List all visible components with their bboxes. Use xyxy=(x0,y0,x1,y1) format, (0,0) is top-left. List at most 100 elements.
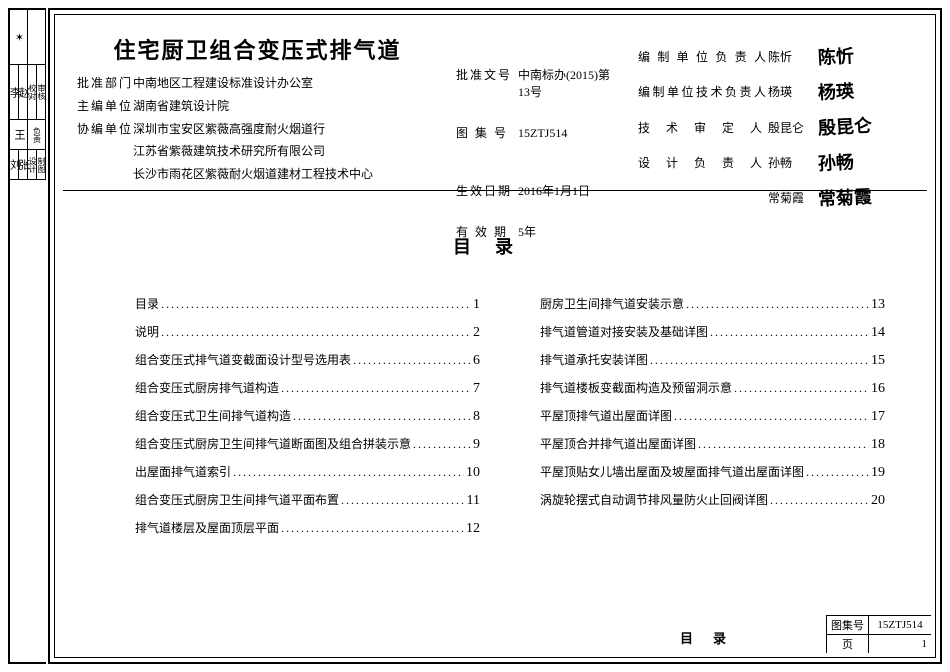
right-label: 技术审定人 xyxy=(638,120,768,137)
header-mid-row: 图 集 号15ZTJ514 xyxy=(456,125,620,142)
toc-page: 16 xyxy=(871,381,885,397)
toc-text: 组合变压式厨房卫生间排气道平面布置 xyxy=(135,491,339,508)
header-mid: 批准文号中南标办(2015)第13号图 集 号15ZTJ514生效日期2016年… xyxy=(448,23,628,190)
tab-sig: ✶ xyxy=(10,10,28,64)
toc-item: 平屋顶合并排气道出屋面详图18 xyxy=(540,435,885,453)
mid-value: 中南标办(2015)第13号 xyxy=(518,67,620,101)
toc-text: 组合变压式卫生间排气道构造 xyxy=(135,407,291,424)
toc-text: 厨房卫生间排气道安装示意 xyxy=(540,295,684,312)
toc-text: 排气道楼板变截面构造及预留洞示意 xyxy=(540,379,732,396)
toc-dots xyxy=(233,464,464,476)
toc-item: 厨房卫生间排气道安装示意 13 xyxy=(540,295,885,313)
header-mid-row: 生效日期2016年1月1日 xyxy=(456,183,620,200)
toc-dots xyxy=(353,352,471,364)
toc-item: 涡旋轮摆式自动调节排风量防火止回阀详图 20 xyxy=(540,491,885,509)
right-name: 杨瑛 xyxy=(768,84,818,101)
right-name: 孙畅 xyxy=(768,155,818,172)
mid-value: 15ZTJ514 xyxy=(518,125,620,142)
toc-dots xyxy=(161,324,471,336)
toc-text: 平屋顶贴女儿墙出屋面及坡屋面排气道出屋面详图 xyxy=(540,463,804,480)
toc-item: 组合变压式厨房排气道构造 7 xyxy=(135,379,480,397)
signature: 杨瑛 xyxy=(817,79,854,106)
header-right-row: 编制单位负责人陈忻陈忻 xyxy=(638,45,917,70)
footer-mulu: 目录 xyxy=(680,628,746,653)
mid-label: 图 集 号 xyxy=(456,125,518,142)
right-name: 殷昆仑 xyxy=(768,120,818,137)
signature: 殷昆仑 xyxy=(817,114,872,142)
toc-dots xyxy=(293,408,471,420)
right-name: 常菊霞 xyxy=(768,190,818,207)
tab-label: 制图 xyxy=(37,150,46,179)
toc-text: 组合变压式厨房排气道构造 xyxy=(135,379,279,396)
toc-page: 1 xyxy=(473,297,480,313)
right-label: 设计负责人 xyxy=(638,155,768,172)
toc-item: 说明2 xyxy=(135,323,480,341)
right-label: 编制单位技术负责人 xyxy=(638,84,768,101)
outer-frame: 住宅厨卫组合变压式排气道 批准部门中南地区工程建设标准设计办公室主编单位湖南省建… xyxy=(48,8,942,664)
info-label xyxy=(77,166,133,183)
header-left: 住宅厨卫组合变压式排气道 批准部门中南地区工程建设标准设计办公室主编单位湖南省建… xyxy=(63,23,448,190)
left-margin-tabs: ✶ 李 赵 校对 审核 王 负责 刘 张 设计 制图 xyxy=(8,8,46,664)
header-info-row: 长沙市雨花区紫薇耐火烟道建材工程技术中心 xyxy=(77,166,438,183)
mid-value: 2016年1月1日 xyxy=(518,183,620,200)
info-value: 江苏省紫薇建筑技术研究所有限公司 xyxy=(133,143,438,160)
info-label xyxy=(77,143,133,160)
toc-page: 11 xyxy=(467,493,480,509)
tab-sig: 王 xyxy=(10,120,28,149)
toc-page: 10 xyxy=(466,465,480,481)
signature: 陈忻 xyxy=(817,44,854,71)
toc-item: 排气道管道对接安装及基础详图14 xyxy=(540,323,885,341)
toc-page: 13 xyxy=(871,297,885,313)
toc-page: 15 xyxy=(871,353,885,369)
info-label: 批准部门 xyxy=(77,75,133,92)
toc-text: 涡旋轮摆式自动调节排风量防火止回阀详图 xyxy=(540,491,768,508)
toc-item: 出屋面排气道索引 10 xyxy=(135,463,480,481)
header-right-row: 常菊霞常菊霞 xyxy=(638,186,917,211)
toc-page: 18 xyxy=(871,437,885,453)
tab-label: 设计 xyxy=(28,150,37,179)
toc-text: 出屋面排气道索引 xyxy=(135,463,231,480)
info-value: 长沙市雨花区紫薇耐火烟道建材工程技术中心 xyxy=(133,166,438,183)
toc-text: 排气道楼层及屋面顶层平面 xyxy=(135,519,279,536)
toc-text: 组合变压式厨房卫生间排气道断面图及组合拼装示意 xyxy=(135,435,411,452)
toc-item: 组合变压式厨房卫生间排气道平面布置 11 xyxy=(135,491,480,509)
tab-label xyxy=(28,10,46,64)
header-right-row: 技术审定人殷昆仑殷昆仑 xyxy=(638,115,917,140)
toc-page: 20 xyxy=(871,493,885,509)
toc-title: 目录 xyxy=(55,233,935,259)
toc-page: 6 xyxy=(473,353,480,369)
right-label: 编制单位负责人 xyxy=(638,49,768,66)
toc-column-left: 目录1说明2组合变压式排气道变截面设计型号选用表6组合变压式厨房排气道构造7组合… xyxy=(135,295,480,547)
toc-text: 排气道管道对接安装及基础详图 xyxy=(540,323,708,340)
toc-page: 9 xyxy=(473,437,480,453)
toc-text: 组合变压式排气道变截面设计型号选用表 xyxy=(135,351,351,368)
toc-container: 目录1说明2组合变压式排气道变截面设计型号选用表6组合变压式厨房排气道构造7组合… xyxy=(135,295,885,547)
tab-sig: 赵 xyxy=(19,65,28,119)
toc-dots xyxy=(734,380,869,392)
toc-text: 说明 xyxy=(135,323,159,340)
toc-text: 排气道承托安装详图 xyxy=(540,351,648,368)
toc-dots xyxy=(686,296,869,308)
footer: 目录 图集号 15ZTJ514 页 1 xyxy=(680,615,931,653)
toc-item: 组合变压式卫生间排气道构造 8 xyxy=(135,407,480,425)
tab-sig: 张 xyxy=(19,150,28,179)
toc-dots xyxy=(413,436,471,448)
info-label: 协编单位 xyxy=(77,121,133,138)
header-info-row: 江苏省紫薇建筑技术研究所有限公司 xyxy=(77,143,438,160)
footer-atlas-value: 15ZTJ514 xyxy=(869,616,931,634)
signature: 孙畅 xyxy=(817,150,854,177)
document-title: 住宅厨卫组合变压式排气道 xyxy=(77,33,438,65)
toc-item: 平屋顶贴女儿墙出屋面及坡屋面排气道出屋面详图19 xyxy=(540,463,885,481)
toc-page: 7 xyxy=(473,381,480,397)
inner-frame: 住宅厨卫组合变压式排气道 批准部门中南地区工程建设标准设计办公室主编单位湖南省建… xyxy=(54,14,936,658)
info-label: 主编单位 xyxy=(77,98,133,115)
info-value: 中南地区工程建设标准设计办公室 xyxy=(133,75,438,92)
header-info-row: 协编单位深圳市宝安区紫薇高强度耐火烟道行 xyxy=(77,121,438,138)
header-right-row: 设计负责人孙畅孙畅 xyxy=(638,151,917,176)
mid-label: 生效日期 xyxy=(456,183,518,200)
toc-dots xyxy=(710,324,869,336)
toc-item: 组合变压式厨房卫生间排气道断面图及组合拼装示意 9 xyxy=(135,435,480,453)
toc-page: 8 xyxy=(473,409,480,425)
footer-page-value: 1 xyxy=(869,635,931,653)
toc-dots xyxy=(698,436,869,448)
